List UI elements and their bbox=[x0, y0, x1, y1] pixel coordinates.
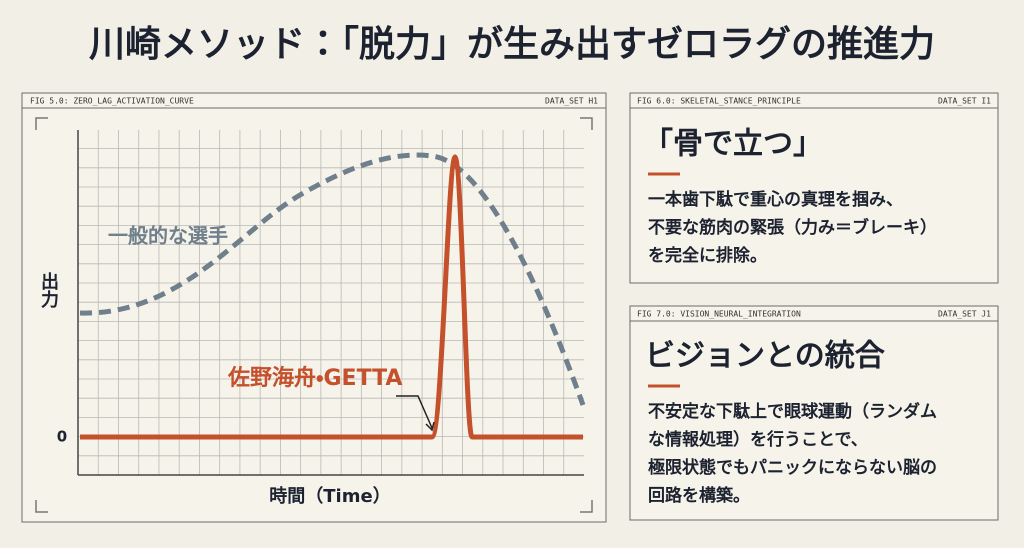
pointer-arrow bbox=[396, 395, 435, 432]
figure-frame bbox=[21, 92, 607, 523]
y-zero-label: 0 bbox=[57, 428, 67, 446]
panel-body: 極限状態でもパニックにならない脳の bbox=[648, 457, 937, 478]
panel-body: 一本歯下駄で重心の真理を掴み、 bbox=[648, 189, 903, 210]
getta-curve bbox=[80, 154, 583, 440]
panel-title: ビジョンとの統合 bbox=[645, 339, 886, 374]
curve-label: 一般的な選手 bbox=[108, 224, 228, 248]
data-set: DATA_SET J1 bbox=[938, 310, 991, 319]
data-set: DATA_SET I1 bbox=[938, 97, 991, 106]
curve-label: 佐野海舟・GETTA bbox=[227, 365, 402, 391]
x-axis-label: 時間（Time） bbox=[269, 486, 390, 507]
grid bbox=[77, 130, 584, 476]
panel-frame bbox=[629, 305, 999, 521]
fig-label: FIG 7.0: VISION_NEURAL_INTEGRATION bbox=[637, 310, 801, 319]
data-set: DATA_SET H1 bbox=[545, 97, 598, 106]
fig-label: FIG 5.0: ZERO_LAG_ACTIVATION_CURVE bbox=[30, 97, 194, 106]
panel-body: な情報処理）を行うことで、 bbox=[648, 429, 868, 450]
y-axis-label: 出力 bbox=[38, 271, 59, 309]
slide-title: 川崎メソッド：「脱力」が生み出すゼロラグの推進力 bbox=[89, 24, 935, 65]
panel-body: 不安定な下駄上で眼球運動（ランダム bbox=[648, 401, 937, 422]
typical-player-curve bbox=[79, 152, 586, 406]
fig-label: FIG 6.0: SKELETAL_STANCE_PRINCIPLE bbox=[637, 97, 801, 106]
panel-body: 不要な筋肉の緊張（力み＝ブレーキ） bbox=[648, 217, 937, 238]
panel-frame bbox=[629, 92, 999, 284]
panel-body: 回路を構築。 bbox=[648, 485, 750, 506]
panel-title: 「骨で立つ」 bbox=[643, 127, 823, 162]
panel-body: を完全に排除。 bbox=[648, 245, 767, 266]
corner-brackets bbox=[35, 117, 593, 513]
